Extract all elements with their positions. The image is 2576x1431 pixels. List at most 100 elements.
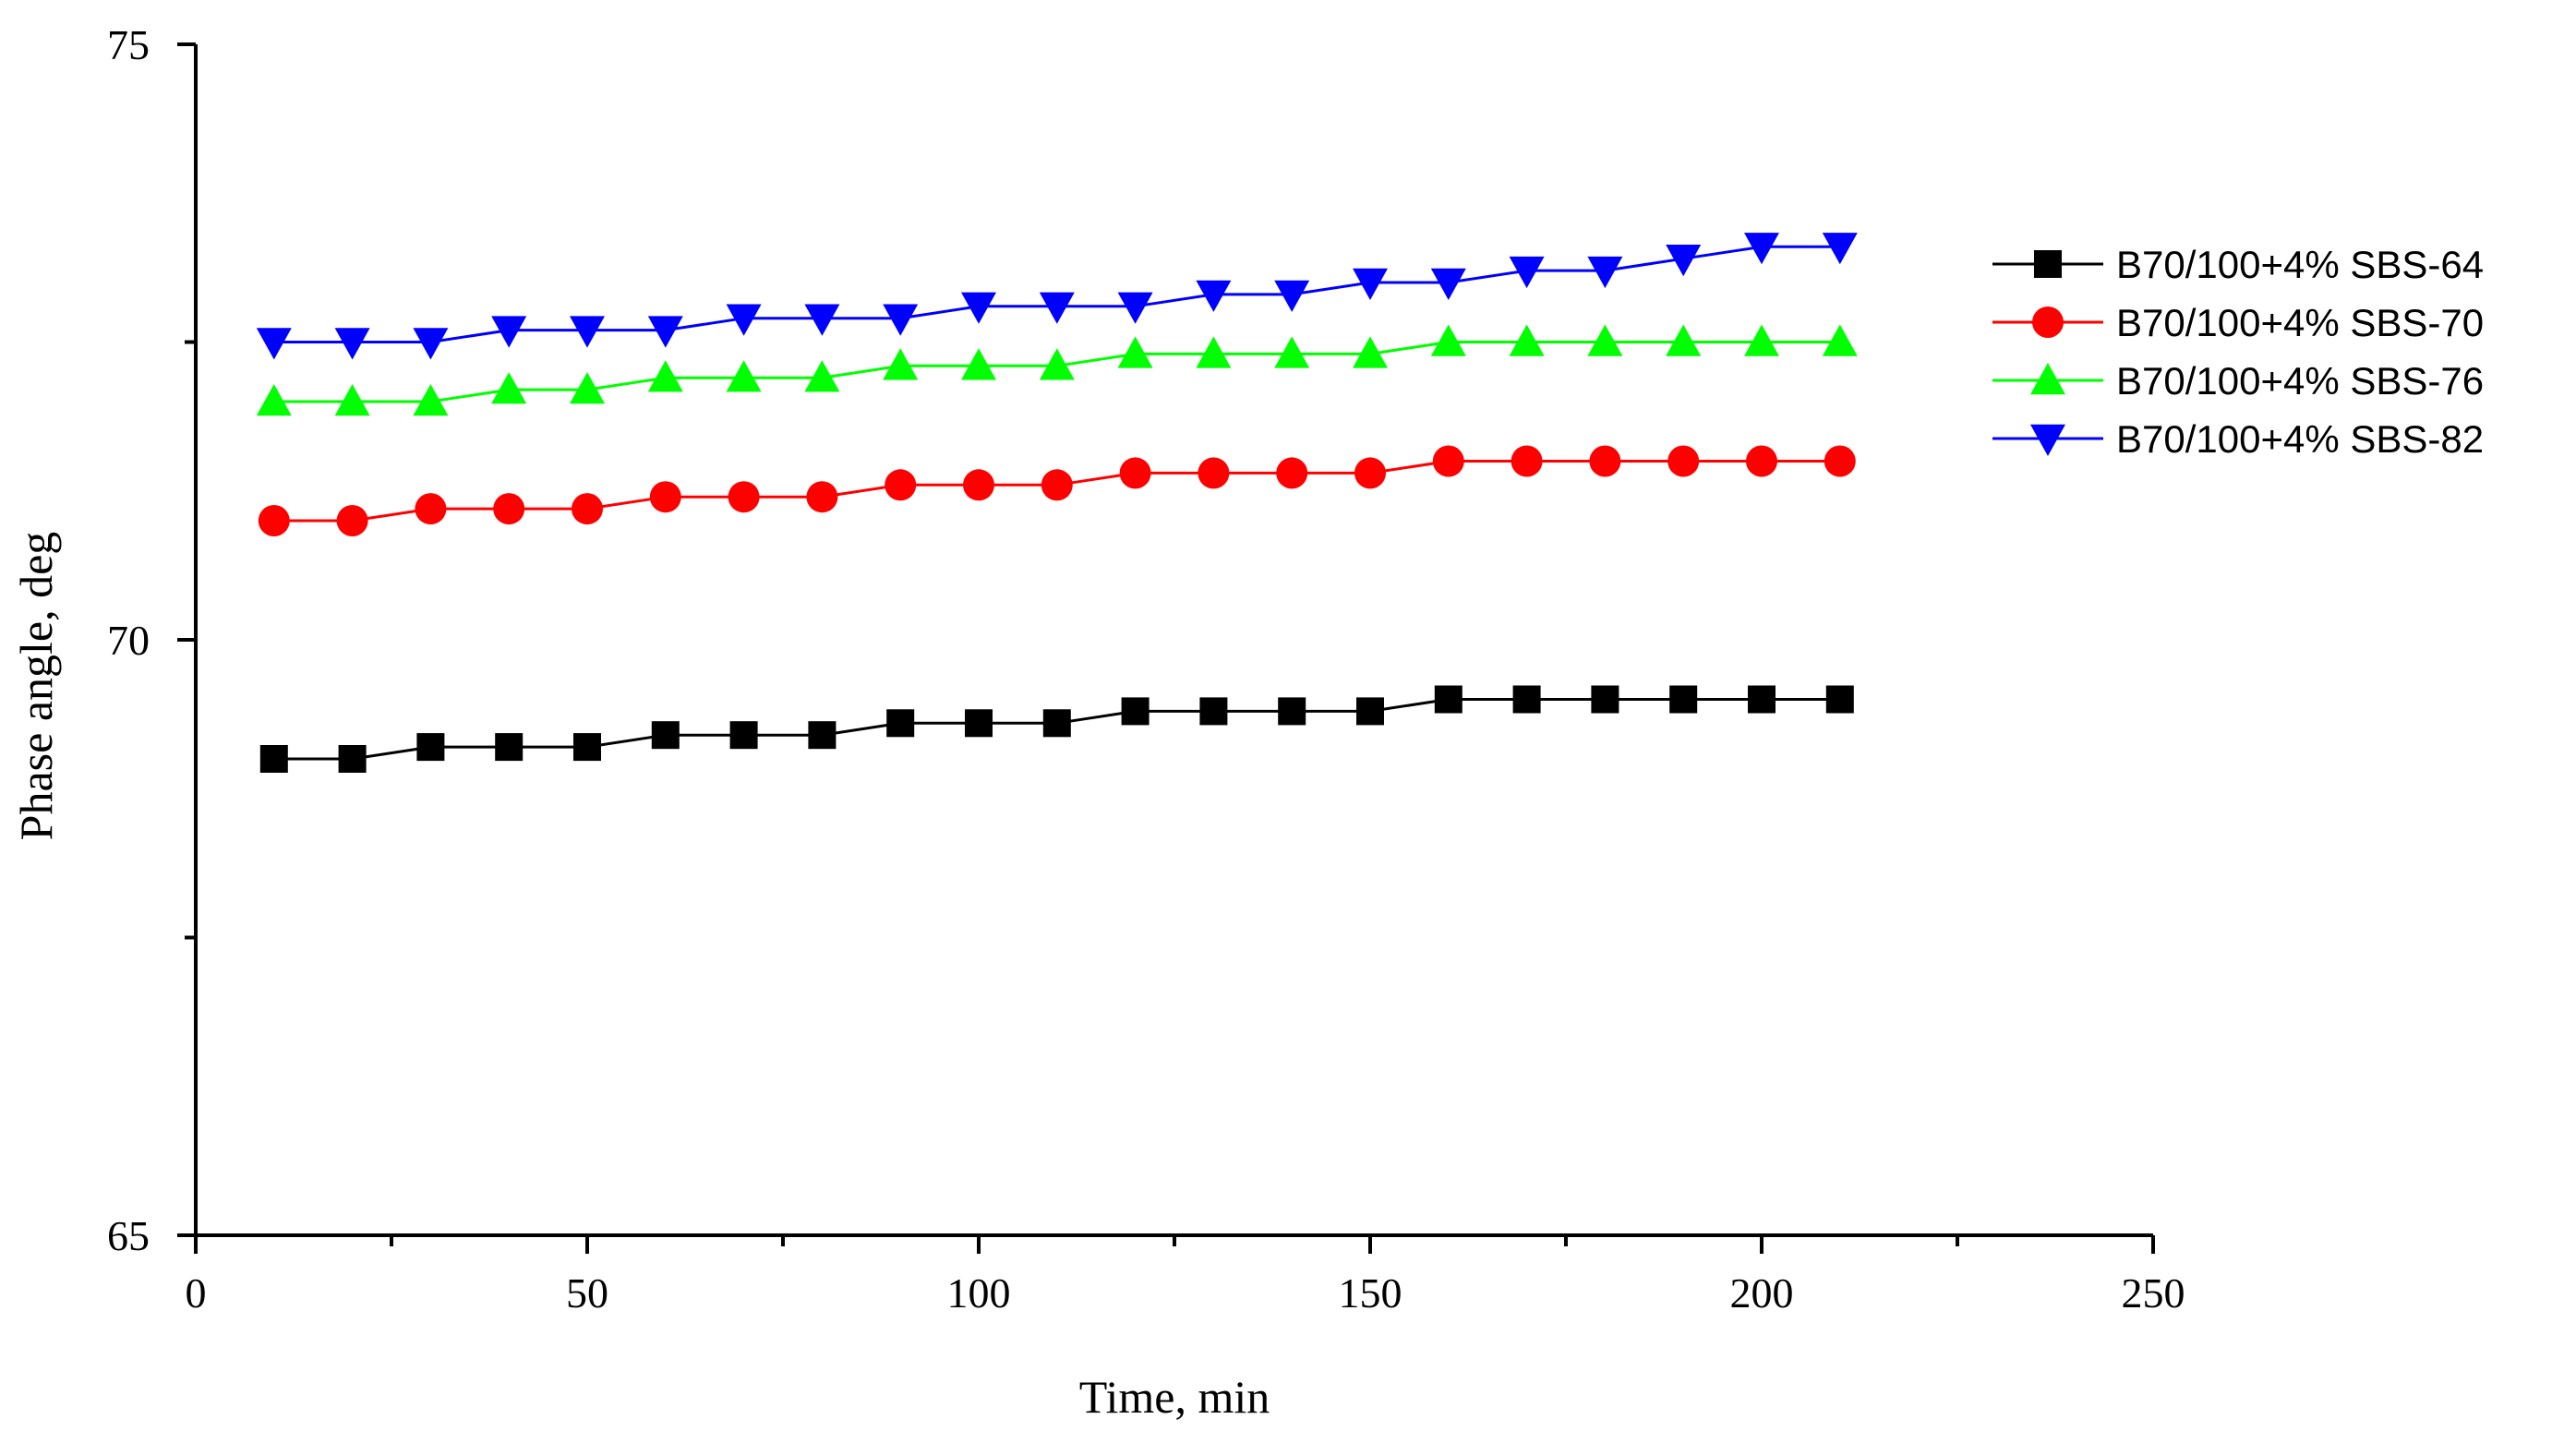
data-point: [491, 372, 527, 404]
data-point: [1744, 233, 1779, 265]
data-point: [726, 360, 762, 392]
data-point: [1822, 233, 1858, 265]
data-point: [570, 316, 605, 348]
data-point: [338, 745, 367, 773]
data-point: [649, 481, 681, 513]
data-point: [1748, 685, 1776, 714]
legend-label: B70/100+4% SBS-82: [2116, 417, 2484, 461]
data-point: [1199, 697, 1228, 726]
data-point: [491, 316, 527, 348]
data-point: [1432, 445, 1464, 477]
data-point: [804, 304, 840, 336]
data-point: [726, 304, 762, 336]
data-point: [1430, 268, 1466, 300]
legend-label: B70/100+4% SBS-70: [2116, 301, 2484, 344]
data-point: [1669, 685, 1698, 714]
x-tick-label: 250: [2122, 1269, 2185, 1317]
data-point: [259, 745, 288, 773]
series-3: [256, 324, 1858, 416]
data-point: [1039, 348, 1075, 380]
x-tick-label: 150: [1339, 1269, 1402, 1317]
x-tick-label: 0: [186, 1269, 207, 1317]
legend-marker: [2030, 424, 2065, 456]
data-point: [1822, 324, 1858, 356]
data-point: [336, 505, 368, 536]
data-point: [1039, 292, 1075, 324]
data-point: [573, 733, 601, 762]
data-point: [1196, 336, 1232, 368]
data-point: [416, 733, 445, 762]
y-tick-label: 65: [107, 1212, 150, 1259]
data-point: [1666, 324, 1702, 356]
data-point: [1667, 445, 1700, 477]
data-point: [1666, 245, 1702, 277]
data-point: [1276, 457, 1308, 489]
data-point: [806, 481, 838, 513]
data-point: [647, 316, 683, 348]
data-point: [495, 733, 524, 762]
data-point: [883, 304, 919, 336]
data-point: [1587, 324, 1623, 356]
data-point: [1274, 280, 1310, 312]
y-tick-label: 70: [107, 617, 150, 664]
legend-item-3: B70/100+4% SBS-76: [1992, 359, 2484, 403]
legend-marker: [2030, 363, 2065, 395]
legend-marker: [2034, 250, 2062, 278]
data-point: [334, 384, 370, 416]
data-point: [1354, 457, 1386, 489]
x-tick-label: 200: [1730, 1269, 1794, 1317]
data-point: [729, 721, 758, 750]
data-point: [413, 328, 449, 360]
data-point: [883, 348, 919, 380]
data-point: [808, 721, 837, 750]
data-point: [1511, 445, 1543, 477]
legend-item-1: B70/100+4% SBS-64: [1992, 243, 2484, 286]
legend-item-2: B70/100+4% SBS-70: [1992, 301, 2484, 344]
data-point: [1591, 685, 1619, 714]
data-point: [572, 493, 603, 525]
legend-label: B70/100+4% SBS-64: [2116, 243, 2484, 286]
data-point: [1509, 256, 1545, 289]
data-point: [1587, 256, 1623, 289]
data-point: [1041, 469, 1073, 501]
data-point: [728, 481, 760, 513]
legend-item-4: B70/100+4% SBS-82: [1992, 417, 2484, 461]
data-point: [1512, 685, 1541, 714]
data-point: [334, 328, 370, 360]
x-axis-title: Time, min: [1079, 1371, 1270, 1423]
legend: B70/100+4% SBS-64 B70/100+4% SBS-70 B70/10…: [1992, 243, 2484, 461]
legend-marker: [2032, 307, 2064, 338]
data-point: [1274, 336, 1310, 368]
legend-label: B70/100+4% SBS-76: [2116, 359, 2484, 403]
data-point: [886, 709, 915, 738]
data-point: [256, 328, 292, 360]
data-point: [804, 360, 840, 392]
series-4: [256, 233, 1858, 360]
data-point: [413, 384, 449, 416]
series-1: [259, 685, 1854, 773]
data-point: [1353, 336, 1388, 368]
data-point: [1744, 324, 1779, 356]
data-point: [1434, 685, 1463, 714]
data-point: [1356, 697, 1384, 726]
data-point: [651, 721, 680, 750]
data-point: [961, 348, 996, 380]
data-point: [258, 505, 290, 536]
data-point: [1353, 268, 1388, 300]
data-point: [1117, 336, 1153, 368]
data-point: [961, 292, 996, 324]
data-point: [1042, 709, 1071, 738]
data-point: [1746, 445, 1777, 477]
data-point: [965, 709, 993, 738]
y-tick-label: 75: [107, 21, 150, 68]
data-point: [1430, 324, 1466, 356]
data-point: [256, 384, 292, 416]
y-axis-title: Phase angle, deg: [10, 532, 62, 841]
series-2: [258, 445, 1856, 536]
data-point: [1117, 292, 1153, 324]
data-point: [885, 469, 917, 501]
data-point: [1196, 280, 1232, 312]
data-point: [1119, 457, 1151, 489]
data-point: [1825, 685, 1854, 714]
data-point: [1824, 445, 1856, 477]
